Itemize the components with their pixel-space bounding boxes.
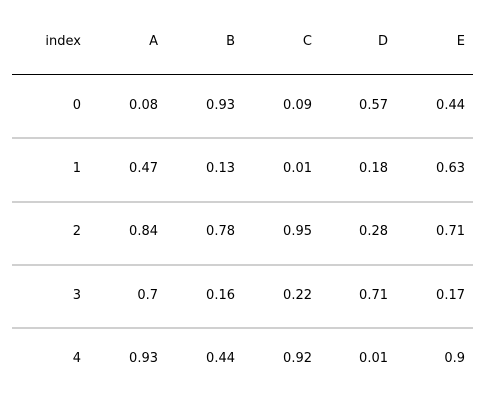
- table-cell: 0.95: [283, 224, 312, 239]
- table-cell: 0.18: [359, 161, 388, 176]
- table-cell: 0.71: [359, 288, 388, 303]
- table-cell: 0.28: [359, 224, 388, 239]
- column-header-d: D: [377, 34, 388, 49]
- table-cell: 0.92: [283, 351, 312, 366]
- table-cell: 0.01: [359, 351, 388, 366]
- table-cell: 0.22: [283, 288, 312, 303]
- table-cell: 0.44: [206, 351, 235, 366]
- row-divider: [12, 137, 473, 139]
- table-cell: 0.93: [206, 98, 235, 113]
- column-header-e: E: [456, 34, 465, 49]
- row-divider: [12, 264, 473, 266]
- table-cell: 0.01: [283, 161, 312, 176]
- table-cell: 0.09: [283, 98, 312, 113]
- header-rule: [12, 74, 473, 75]
- table-cell: 0.47: [129, 161, 158, 176]
- table-cell: 0.17: [436, 288, 465, 303]
- table-cell: 2: [72, 224, 81, 239]
- table-cell: 0.63: [436, 161, 465, 176]
- column-header-index: index: [45, 34, 81, 49]
- table-cell: 0.84: [129, 224, 158, 239]
- table-cell: 0.7: [137, 288, 158, 303]
- column-header-a: A: [149, 34, 158, 49]
- table-cell: 0: [72, 98, 81, 113]
- table-cell: 0.93: [129, 351, 158, 366]
- table-cell: 0.08: [129, 98, 158, 113]
- row-divider: [12, 327, 473, 329]
- column-header-c: C: [302, 34, 312, 49]
- column-header-b: B: [226, 34, 235, 49]
- row-divider: [12, 201, 473, 203]
- table-cell: 4: [72, 351, 81, 366]
- table-cell: 0.44: [436, 98, 465, 113]
- table-cell: 0.57: [359, 98, 388, 113]
- table-cell: 0.9: [444, 351, 465, 366]
- table-cell: 0.16: [206, 288, 235, 303]
- table-cell: 0.71: [436, 224, 465, 239]
- table-cell: 0.13: [206, 161, 235, 176]
- table-cell: 0.78: [206, 224, 235, 239]
- table-cell: 1: [72, 161, 81, 176]
- table-cell: 3: [72, 288, 81, 303]
